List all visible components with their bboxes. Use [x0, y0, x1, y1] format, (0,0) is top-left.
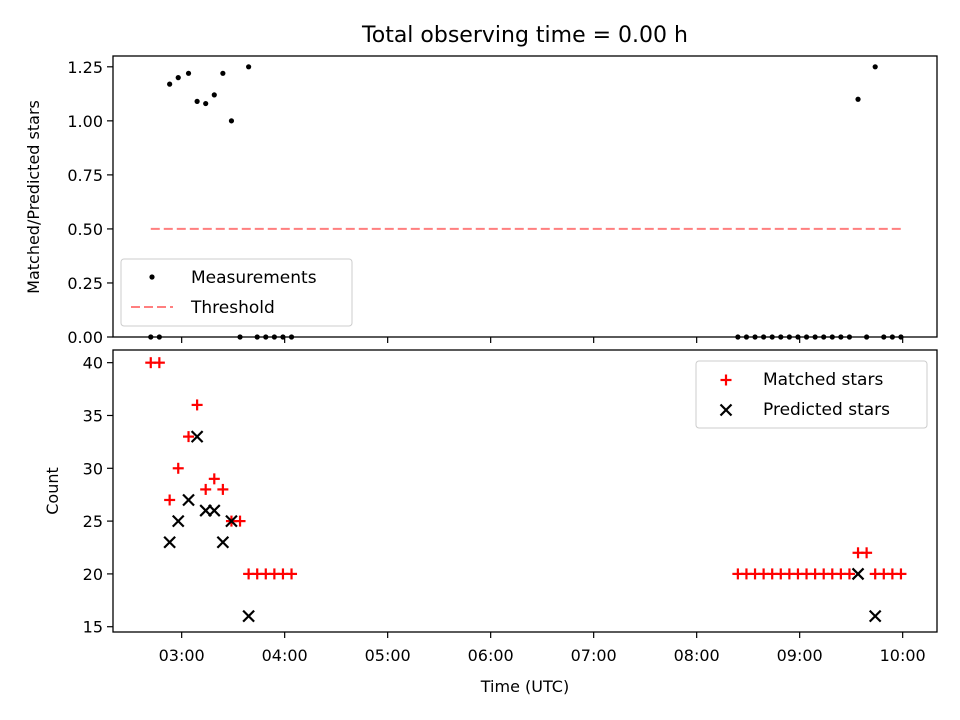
measurement-point	[220, 70, 226, 76]
legend-threshold-label: Threshold	[190, 298, 275, 318]
legend-predicted-marker	[719, 403, 733, 417]
bottom-marks	[145, 357, 907, 623]
matched-star-point	[217, 483, 229, 495]
top-axes-frame	[112, 55, 938, 338]
predicted-star-point	[225, 514, 238, 528]
predicted-star-point-b	[216, 535, 230, 549]
bottom-legend: Matched stars Predicted stars	[695, 360, 928, 429]
predicted-star-point-b	[868, 609, 882, 623]
x-tick-label: 08:00	[674, 646, 720, 665]
predicted-star-point-b	[182, 493, 195, 507]
top-y-tick-label: 0.00	[67, 328, 103, 347]
matched-star-point	[164, 494, 176, 506]
x-tick-label: 10:00	[880, 646, 926, 665]
predicted-star-point	[163, 535, 176, 549]
predicted-star-point-b	[208, 504, 221, 517]
predicted-star-point	[216, 535, 230, 549]
measurement-point	[185, 70, 192, 76]
measurement-point	[194, 98, 200, 104]
bottom-y-tick-label: 30	[83, 459, 103, 478]
bottom-panel: 15 20 25 30 35 40 03:00 04:00 05:00 06:00 07:00 08…	[43, 349, 938, 696]
matched-star-point	[234, 515, 246, 527]
x-tick-label: 09:00	[777, 646, 823, 665]
predicted-star-point-b	[171, 514, 185, 528]
predicted-star-point	[242, 609, 255, 623]
measurement-point	[203, 100, 209, 107]
matched-star-point	[895, 568, 907, 580]
top-y-tick-label: 0.25	[67, 274, 103, 293]
measurement-point	[228, 118, 235, 124]
matched-star-point	[172, 462, 184, 474]
legend-matched-plus	[720, 374, 732, 386]
predicted-star-point-b	[242, 609, 255, 623]
x-axis-label: Time (UTC)	[480, 677, 569, 696]
legend-predicted-x	[719, 403, 733, 417]
bottom-y-ticks: 15 20 25 30 35 40	[83, 354, 113, 637]
predicted-star-point	[171, 514, 185, 528]
top-marks	[148, 64, 904, 340]
predicted-star-point	[851, 567, 865, 581]
measurement-point	[211, 92, 217, 98]
predicted-star-point	[190, 430, 204, 443]
bottom-legend-box	[695, 360, 928, 429]
chart-title: Total observing time = 0.00 h	[361, 23, 688, 48]
top-y-axis-label: Matched/Predicted stars	[24, 100, 43, 294]
x-tick-label: 07:00	[571, 646, 617, 665]
legend-predicted-label: Predicted stars	[763, 400, 890, 420]
measurement-point	[167, 81, 173, 87]
top-y-ticks: 0.00 0.25 0.50 0.75 1.00 1.25	[67, 58, 113, 347]
top-y-tick-label: 1.00	[67, 112, 103, 131]
legend-matched-marker	[720, 374, 732, 386]
matched-star-point	[208, 473, 220, 485]
measurement-point	[855, 96, 861, 102]
measurement-point	[175, 75, 181, 81]
predicted-star-point	[208, 504, 221, 517]
bottom-axes-frame	[112, 349, 938, 633]
top-y-tick-label: 1.25	[67, 58, 103, 77]
bottom-y-tick-label: 15	[83, 618, 103, 637]
matched-star-point	[200, 483, 212, 495]
x-tick-label: 03:00	[159, 646, 205, 665]
bottom-x-ticks: 03:00 04:00 05:00 06:00 07:00 08:00 09:00 10:00	[159, 632, 926, 665]
measurement-point	[246, 64, 252, 70]
bottom-y-tick-label: 25	[83, 512, 103, 531]
matched-star-point	[153, 357, 165, 369]
predicted-star-point	[182, 493, 195, 507]
bottom-y-tick-label: 20	[83, 565, 103, 584]
predicted-star-point-b	[225, 514, 238, 528]
legend-measurements-marker	[149, 274, 155, 280]
legend-matched-label: Matched stars	[763, 370, 883, 390]
top-x-ticks	[181, 337, 904, 343]
top-y-tick-label: 0.50	[67, 220, 103, 239]
bottom-y-axis-label: Count	[43, 467, 62, 515]
matched-star-point	[183, 431, 195, 443]
predicted-star-point-b	[163, 535, 176, 549]
measurement-point	[872, 64, 878, 70]
predicted-star-point-b	[851, 567, 865, 581]
top-panel: 0.00 0.25 0.50 0.75 1.00 1.25 Matched/Predict…	[24, 55, 938, 347]
predicted-star-point	[868, 609, 882, 623]
legend-predicted-x-b	[719, 403, 733, 417]
predicted-star-point-b	[190, 430, 204, 443]
matched-star-point	[191, 399, 203, 411]
x-tick-label: 06:00	[468, 646, 514, 665]
top-legend-box	[120, 258, 353, 327]
x-tick-label: 04:00	[262, 646, 308, 665]
top-y-tick-label: 0.75	[67, 166, 103, 185]
matched-star-point	[286, 568, 298, 580]
legend-measurements-label: Measurements	[191, 268, 317, 288]
bottom-y-tick-label: 40	[83, 354, 103, 373]
matched-star-point	[843, 568, 855, 580]
bottom-y-tick-label: 35	[83, 406, 103, 425]
x-tick-label: 05:00	[365, 646, 411, 665]
top-legend: Measurements Threshold	[120, 258, 353, 327]
matched-star-point	[861, 547, 873, 559]
